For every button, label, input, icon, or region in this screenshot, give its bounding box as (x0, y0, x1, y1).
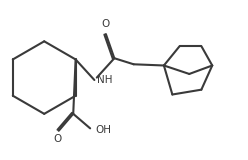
Text: NH: NH (97, 75, 113, 85)
Text: OH: OH (95, 125, 111, 135)
Text: O: O (102, 19, 110, 29)
Text: O: O (53, 134, 62, 144)
